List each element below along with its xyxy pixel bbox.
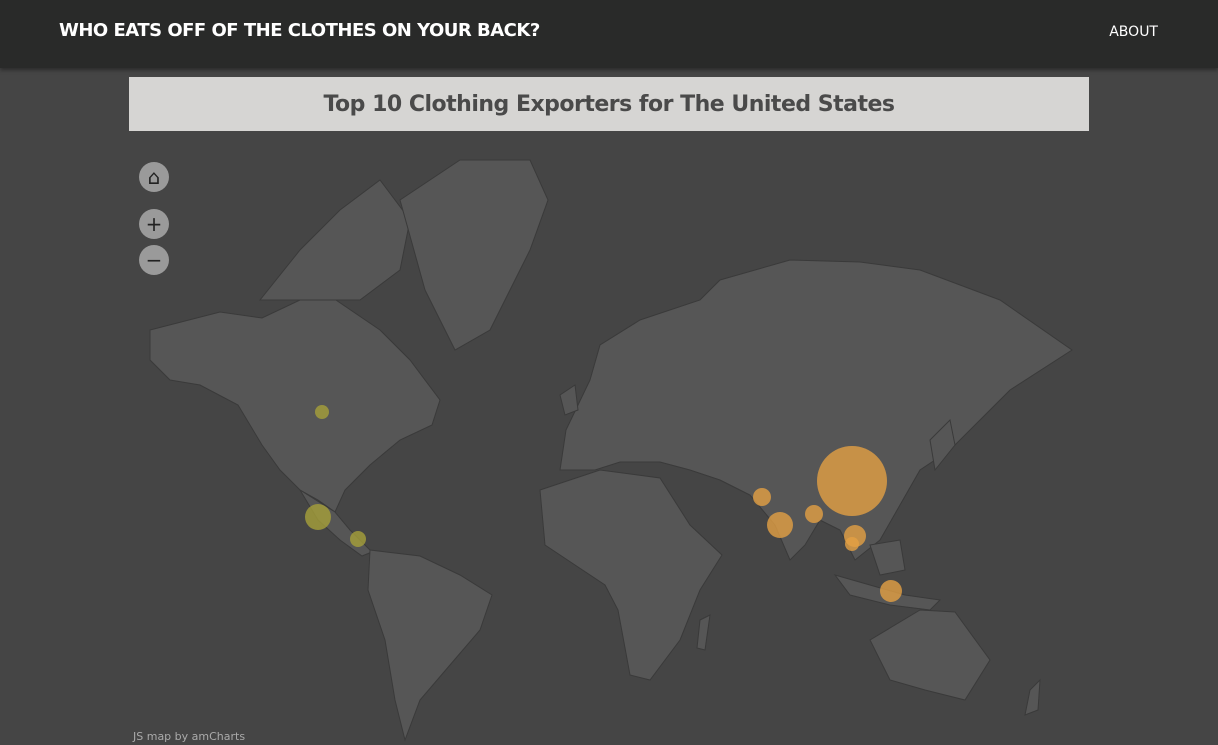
land-south-america bbox=[367, 549, 493, 742]
land-madagascar bbox=[696, 614, 711, 651]
home-icon: ⌂ bbox=[147, 165, 161, 189]
exporter-bubble-2[interactable] bbox=[767, 512, 793, 538]
land-eurasia bbox=[559, 259, 1073, 561]
exporter-bubble-8[interactable] bbox=[305, 504, 331, 530]
exporter-bubble-9[interactable] bbox=[350, 531, 366, 547]
land-new-zealand bbox=[1024, 678, 1041, 716]
plus-icon: + bbox=[145, 212, 163, 236]
exporter-bubble-4[interactable] bbox=[805, 505, 823, 523]
map-title-banner: Top 10 Clothing Exporters for The United… bbox=[129, 77, 1089, 131]
land-north-america bbox=[149, 295, 441, 513]
map-credit[interactable]: JS map by amCharts bbox=[133, 730, 246, 743]
zoom-out-button[interactable]: − bbox=[139, 245, 169, 275]
land-greenland bbox=[399, 159, 549, 351]
zoom-in-button[interactable]: + bbox=[139, 209, 169, 239]
land-borneo bbox=[869, 539, 906, 576]
land-africa bbox=[539, 469, 723, 681]
world-map[interactable] bbox=[0, 131, 1218, 745]
home-button[interactable]: ⌂ bbox=[139, 162, 169, 192]
map-title: Top 10 Clothing Exporters for The United… bbox=[323, 91, 895, 117]
exporter-bubble-6[interactable] bbox=[845, 537, 859, 551]
land-canada-islands bbox=[258, 179, 411, 301]
land-australia bbox=[869, 609, 991, 701]
land-japan bbox=[929, 418, 956, 472]
minus-icon: − bbox=[145, 248, 163, 272]
land-uk bbox=[559, 384, 579, 416]
exporter-bubble-1[interactable] bbox=[817, 446, 887, 516]
exporter-bubble-10[interactable] bbox=[315, 405, 329, 419]
site-title[interactable]: WHO EATS OFF OF THE CLOTHES ON YOUR BACK… bbox=[59, 20, 540, 41]
exporter-bubble-3[interactable] bbox=[753, 488, 771, 506]
top-navbar: WHO EATS OFF OF THE CLOTHES ON YOUR BACK… bbox=[0, 0, 1218, 68]
about-link[interactable]: ABOUT bbox=[1109, 24, 1158, 40]
exporter-bubble-7[interactable] bbox=[880, 580, 902, 602]
